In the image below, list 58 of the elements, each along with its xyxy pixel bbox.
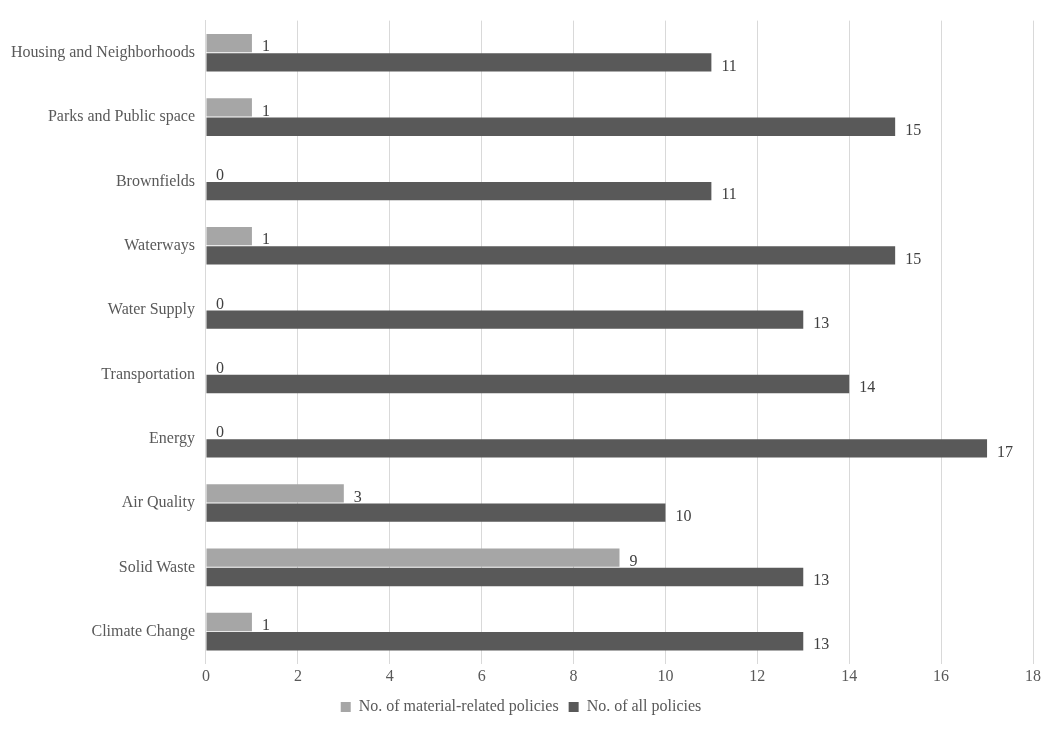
y-tick-label: Air Quality [121, 493, 195, 512]
data-label: 11 [721, 185, 737, 203]
x-tick-label: 18 [1025, 666, 1041, 684]
data-label: 0 [215, 358, 224, 376]
bar [206, 98, 252, 117]
data-label: 14 [859, 378, 876, 396]
data-label: 1 [261, 230, 270, 248]
bar [206, 567, 804, 587]
y-tick-label: Brownfields [115, 171, 195, 189]
bar [206, 503, 666, 522]
data-label: 17 [997, 442, 1014, 460]
y-tick-label: Parks and Public space [47, 107, 195, 126]
bar [206, 310, 804, 329]
data-label: 0 [215, 165, 224, 183]
x-tick-label: 6 [477, 666, 486, 684]
x-tick-label: 4 [385, 666, 394, 684]
data-label: 11 [721, 56, 737, 74]
bar [206, 33, 252, 53]
y-tick-label: Waterways [124, 235, 195, 254]
data-label: 13 [813, 313, 830, 331]
bar [206, 226, 252, 246]
bar [206, 53, 712, 72]
data-label: 13 [813, 571, 830, 589]
data-label: 0 [215, 423, 224, 441]
bar [206, 484, 344, 503]
legend-label: No. of all policies [586, 697, 702, 716]
x-tick-label: 8 [569, 666, 578, 684]
x-tick-label: 0 [201, 666, 210, 684]
y-tick-label: Water Supply [107, 300, 195, 319]
bar [206, 246, 896, 265]
data-label: 1 [261, 101, 270, 119]
data-label: 1 [261, 37, 270, 55]
data-label: 13 [813, 635, 830, 653]
bar [206, 117, 896, 136]
x-tick-label: 14 [841, 666, 858, 684]
x-tick-label: 12 [749, 666, 766, 684]
y-tick-label: Solid Waste [118, 557, 195, 575]
data-label: 10 [675, 506, 692, 524]
bar [206, 181, 712, 201]
y-tick-label: Climate Change [91, 621, 195, 640]
x-tick-label: 16 [933, 666, 950, 684]
y-tick-label: Energy [149, 428, 195, 447]
data-label: 9 [629, 551, 638, 569]
y-tick-label: Housing and Neighborhoods [11, 42, 195, 61]
bar [206, 632, 804, 651]
bar [206, 439, 988, 458]
bar [206, 374, 850, 394]
data-label: 15 [905, 249, 922, 267]
y-tick-label: Transportation [101, 364, 195, 383]
x-tick-label: 10 [657, 666, 674, 684]
bar [206, 612, 252, 632]
data-label: 15 [905, 120, 922, 138]
legend-label: No. of material-related policies [358, 697, 559, 716]
data-label: 0 [215, 294, 224, 312]
data-label: 3 [353, 487, 362, 505]
x-tick-label: 2 [293, 666, 302, 684]
data-label: 1 [261, 616, 270, 634]
bar [206, 548, 620, 567]
